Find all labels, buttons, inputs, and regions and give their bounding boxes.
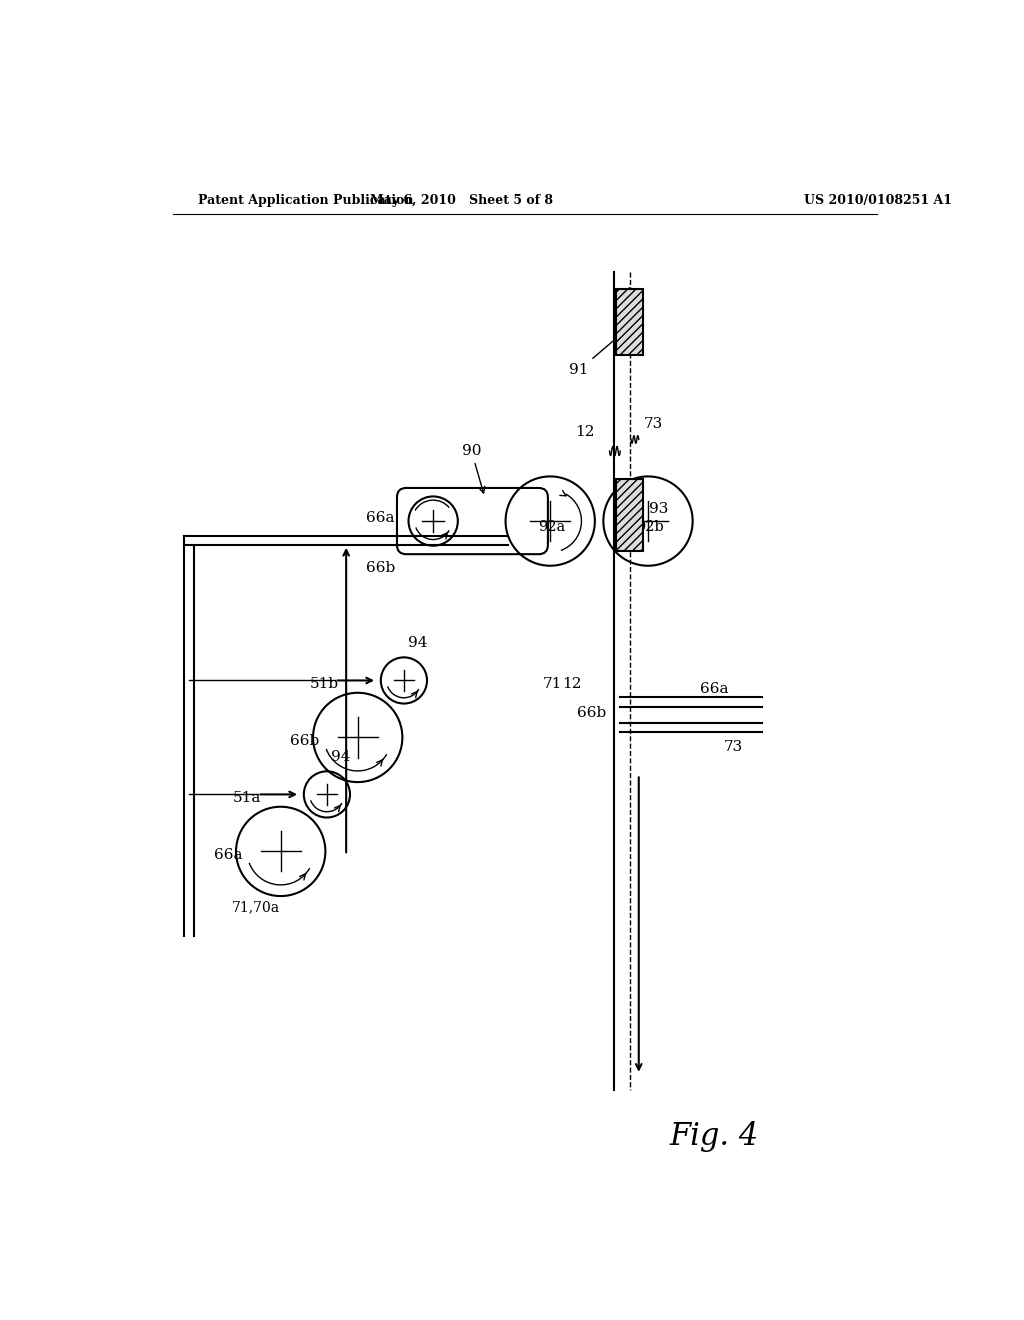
Text: 71,70a: 71,70a xyxy=(232,900,281,915)
Bar xyxy=(615,479,643,552)
Text: 91: 91 xyxy=(569,315,643,378)
Text: 73: 73 xyxy=(724,741,742,754)
Text: Patent Application Publication: Patent Application Publication xyxy=(199,194,414,207)
Text: 71: 71 xyxy=(543,677,562,692)
Text: 12: 12 xyxy=(575,425,595,438)
Text: May 6, 2010   Sheet 5 of 8: May 6, 2010 Sheet 5 of 8 xyxy=(370,194,553,207)
Text: 94: 94 xyxy=(408,636,427,649)
Text: 94: 94 xyxy=(331,750,350,763)
Text: 73: 73 xyxy=(643,417,663,430)
Text: 66b: 66b xyxy=(578,706,606,719)
Text: US 2010/0108251 A1: US 2010/0108251 A1 xyxy=(804,194,952,207)
Bar xyxy=(615,289,643,355)
Text: 66b: 66b xyxy=(290,734,319,748)
Text: Fig. 4: Fig. 4 xyxy=(670,1121,759,1152)
Text: 66a: 66a xyxy=(700,682,729,696)
Text: 93: 93 xyxy=(649,502,668,516)
Text: 92b: 92b xyxy=(636,520,664,535)
Text: 90: 90 xyxy=(462,444,484,494)
Text: 66a: 66a xyxy=(367,511,394,525)
Text: 92a: 92a xyxy=(538,520,565,535)
Text: 51b: 51b xyxy=(310,677,339,692)
Text: 66a: 66a xyxy=(214,849,243,862)
Text: 12: 12 xyxy=(562,677,582,692)
Text: 66b: 66b xyxy=(367,561,395,576)
Text: 51a: 51a xyxy=(233,791,261,805)
